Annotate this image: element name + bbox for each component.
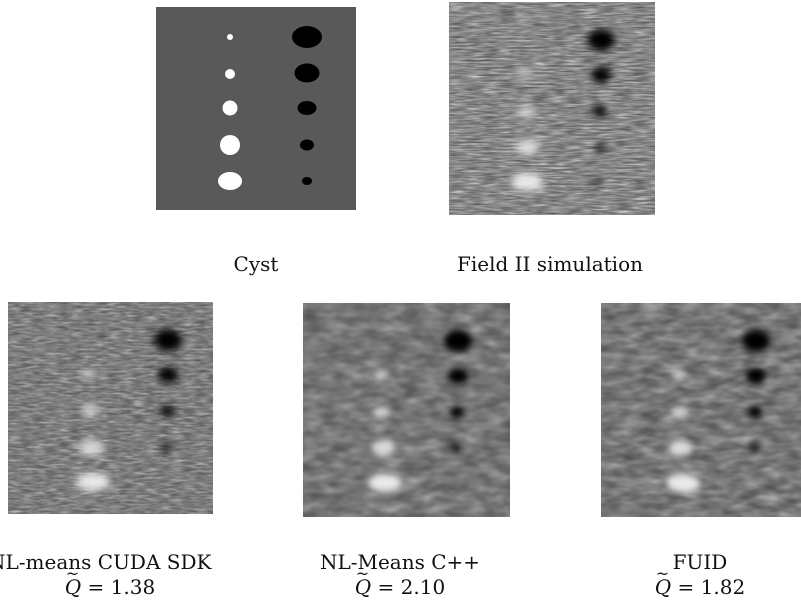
- q-eq: =: [377, 575, 401, 599]
- cyst-phantom-svg: [156, 7, 356, 210]
- q-number: 2.10: [400, 575, 446, 599]
- q-value-cpp: Q = 2.10: [320, 562, 480, 599]
- fuid-image: [601, 303, 801, 517]
- caption-field2: Field II simulation: [456, 252, 643, 276]
- caption-cpp: NL-Means C++: [319, 550, 481, 574]
- q-eq: =: [677, 575, 701, 599]
- caption-cuda: NL-means CUDA SDK: [0, 550, 212, 574]
- q-value-cuda: Q = 1.38: [30, 562, 190, 599]
- q-number: 1.38: [110, 575, 156, 599]
- q-number: 1.82: [700, 575, 746, 599]
- nlmeans-cuda-image: [8, 302, 213, 514]
- field2-simulation-image: [449, 2, 655, 215]
- q-value-fuid: Q = 1.82: [620, 562, 780, 599]
- q-symbol: Q: [655, 562, 671, 599]
- caption-cyst: Cyst: [233, 252, 279, 276]
- nlmeans-cpp-image: [303, 303, 510, 517]
- caption-fuid: FUID: [672, 550, 728, 574]
- q-eq: =: [87, 575, 111, 599]
- q-symbol: Q: [355, 562, 371, 599]
- cyst-phantom-image: [156, 7, 356, 210]
- q-symbol: Q: [65, 562, 81, 599]
